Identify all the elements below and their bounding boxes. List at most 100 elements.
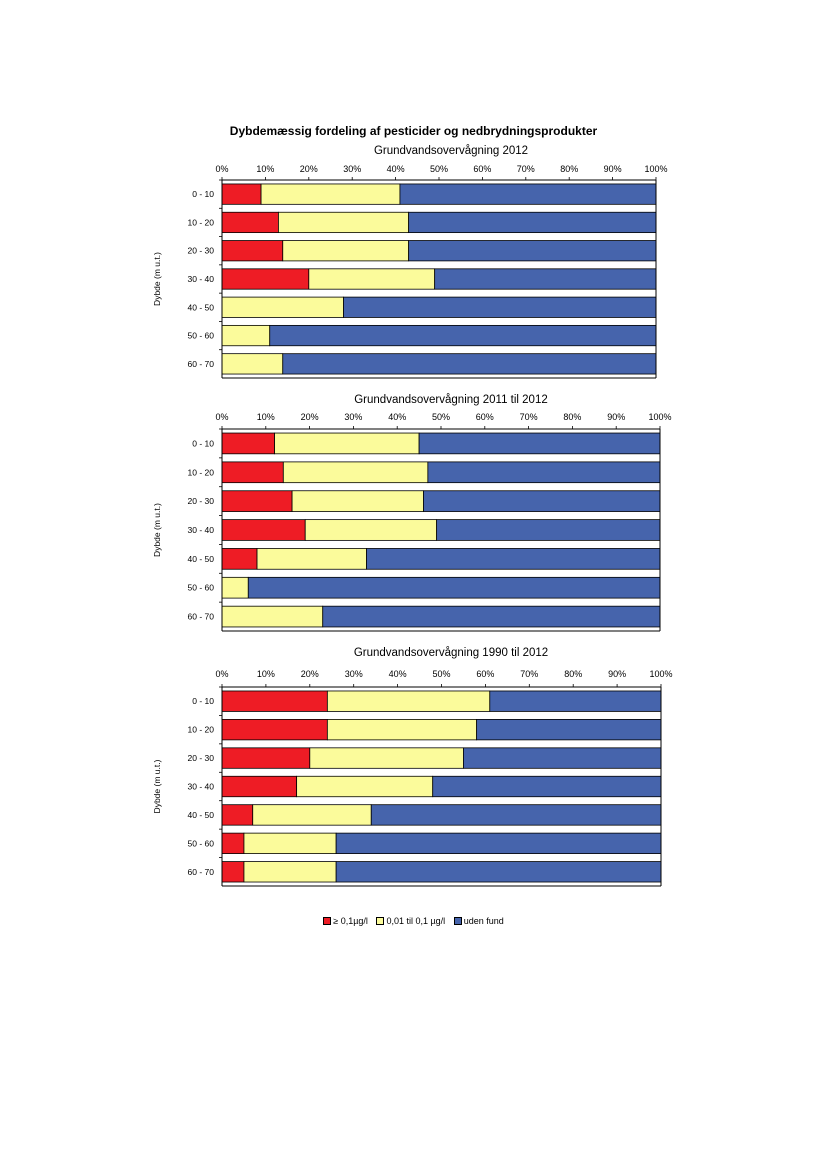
category-label: 50 - 60 [188,838,215,848]
bar-segment-blue [343,296,657,318]
bar-segment-yellow [221,576,249,599]
bar-segment-yellow [296,775,434,798]
page-title: Dybdemæssig fordeling af pesticider og n… [229,124,598,138]
bar-segment-blue [322,605,661,628]
bar-segment-red [221,719,328,741]
category-label: 40 - 50 [188,302,215,312]
bar-segment-red [221,775,298,798]
bar-segment-blue [282,353,657,375]
x-tick-label: 50% [432,669,450,679]
category-label: 40 - 50 [188,554,215,564]
bar-segment-red [221,432,275,455]
x-tick-label: 70% [520,412,538,422]
category-label: 20 - 30 [188,753,215,763]
x-tick-label: 20% [300,164,318,174]
legend-label-red: ≥ 0,1µg/l [333,916,368,926]
bar-segment-red [221,211,279,234]
bar-segment-blue [434,268,657,290]
legend-item-red: ≥ 0,1µg/l [323,916,368,926]
category-label: 30 - 40 [188,525,215,535]
bar-segment-yellow [274,432,420,455]
x-tick-label: 60% [473,164,491,174]
legend-swatch-red [323,917,332,925]
bar-segment-yellow [243,832,337,854]
category-label: 30 - 40 [188,274,215,284]
bar-segment-blue [335,832,662,854]
x-tick-label: 10% [256,164,274,174]
x-tick-label: 20% [301,669,319,679]
bar-segment-blue [335,861,662,883]
bar-segment-red [221,861,245,883]
bar-segment-red [221,804,254,826]
bar-segment-red [221,183,262,205]
category-label: 60 - 70 [188,359,215,369]
bar-segment-red [221,832,245,854]
bar-segment-blue [432,775,662,798]
legend-item-yellow: 0,01 til 0,1 µg/l [376,916,445,926]
y-axis-label: Dybde (m u.t.) [152,759,162,813]
bar-segment-yellow [291,490,424,512]
bar-segment-yellow [326,690,491,712]
bar-segment-blue [418,432,661,455]
bar-segment-yellow [252,804,372,826]
x-tick-label: 100% [644,164,667,174]
x-tick-label: 30% [344,412,362,422]
x-tick-label: 100% [649,669,672,679]
category-label: 40 - 50 [188,810,215,820]
x-tick-label: 10% [257,412,275,422]
bar-segment-yellow [278,211,410,234]
category-label: 30 - 40 [188,782,215,792]
bar-segment-blue [427,461,661,484]
x-tick-label: 50% [430,164,448,174]
category-label: 0 - 10 [192,438,214,448]
bar-segment-yellow [326,719,478,741]
bar-segment-yellow [282,240,410,262]
bar-segment-yellow [221,324,271,347]
bar-segment-blue [489,690,662,712]
x-tick-label: 70% [517,164,535,174]
bar-segment-red [221,490,293,512]
x-tick-label: 0% [215,669,228,679]
x-tick-label: 30% [343,164,361,174]
legend-swatch-blue [453,917,462,925]
bar-segment-blue [247,576,661,599]
bar-segment-yellow [243,861,337,883]
category-label: 20 - 30 [188,496,215,506]
legend-label-yellow: 0,01 til 0,1 µg/l [386,916,446,926]
category-label: 60 - 70 [188,867,215,877]
bar-segment-blue [366,548,661,570]
category-label: 50 - 60 [188,331,215,341]
x-tick-label: 30% [345,669,363,679]
bar-segment-blue [476,719,662,741]
x-tick-label: 0% [215,412,228,422]
x-tick-label: 60% [476,669,494,679]
bar-segment-blue [408,240,657,262]
chart-1: 0% 10% 20% 30% 40% 50% 60% 70% 80% 90% 100% 0 - 10 1… [152,164,668,379]
x-tick-label: 60% [476,412,494,422]
legend: ≥ 0,1µg/l 0,01 til 0,1 µg/l uden fund [0,916,827,927]
bar-segment-yellow [308,268,436,290]
bar-segment-yellow [304,519,438,541]
chart-1-subtitle: Grundvandsovervågning 2012 [373,145,529,157]
x-tick-label: 20% [301,412,319,422]
chart-2-subtitle: Grundvandsovervågning 2011 til 2012 [354,394,548,406]
x-tick-label: 80% [563,412,581,422]
bar-segment-blue [408,211,657,234]
bar-segment-red [221,461,284,484]
x-tick-label: 100% [648,412,671,422]
x-tick-label: 0% [215,164,228,174]
bar-segment-red [221,268,310,290]
bar-segment-yellow [282,461,429,484]
bar-segment-red [221,690,328,712]
chart-3: 0% 10% 20% 30% 40% 50% 60% 70% 80% 90% 100% 0 - 10 1… [152,669,673,887]
y-axis-label: Dybde (m u.t.) [152,503,162,557]
bar-segment-yellow [260,183,401,205]
category-label: 0 - 10 [192,189,214,199]
bar-segment-red [221,747,311,769]
x-tick-label: 80% [564,669,582,679]
legend-item-blue: uden fund [453,916,504,926]
bar-segment-red [221,519,306,541]
legend-swatch-yellow [376,917,385,925]
bar-segment-red [221,548,258,570]
bar-segment-blue [436,519,661,541]
